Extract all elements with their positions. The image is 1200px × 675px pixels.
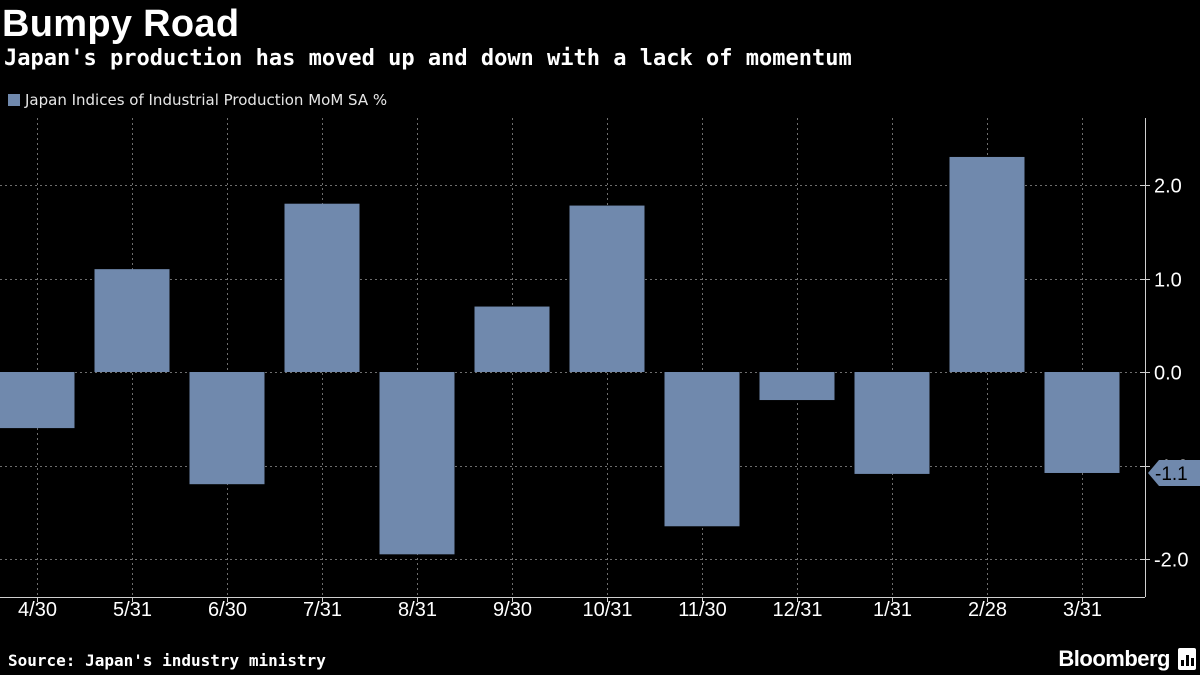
brand-logo: Bloomberg — [1058, 646, 1170, 671]
bar-7-31 — [284, 203, 360, 372]
chart-subtitle: Japan's production has moved up and down… — [4, 46, 852, 71]
x-tick-label: 6/30 — [208, 599, 247, 621]
bar-9-30 — [474, 306, 550, 372]
y-tick-label: 0.0 — [1154, 363, 1182, 385]
x-tick-label: 3/31 — [1063, 599, 1102, 621]
source-note: Source: Japan's industry ministry — [8, 651, 326, 670]
bar-5-31 — [94, 269, 170, 372]
x-tick-label: 5/31 — [113, 599, 152, 621]
bloomberg-chart-icon — [1178, 648, 1196, 670]
legend-swatch — [8, 94, 20, 106]
bar-10-31 — [569, 205, 645, 372]
x-tick-label: 12/31 — [772, 599, 822, 621]
x-tick-label: 7/31 — [303, 599, 342, 621]
x-tick-label: 2/28 — [968, 599, 1007, 621]
legend-label: Japan Indices of Industrial Production M… — [25, 91, 388, 109]
bar-12-31 — [759, 372, 835, 401]
chart-title: Bumpy Road — [2, 3, 240, 45]
x-tick-label: 1/31 — [873, 599, 912, 621]
bar-2-28 — [949, 156, 1025, 372]
y-tick-label: 2.0 — [1154, 176, 1182, 198]
x-tick-label: 8/31 — [398, 599, 437, 621]
bar-6-30 — [189, 372, 265, 485]
bar-11-30 — [664, 372, 740, 527]
bar-3-31 — [1044, 372, 1120, 473]
last-value-tag — [1148, 459, 1200, 486]
bar-1-31 — [854, 372, 930, 474]
x-tick-label: 4/30 — [18, 599, 57, 621]
last-value-label: -1.1 — [1155, 464, 1188, 485]
x-tick-label: 9/30 — [493, 599, 532, 621]
x-tick-label: 11/30 — [678, 599, 727, 621]
x-tick-label: 10/31 — [582, 599, 632, 621]
bar-8-31 — [379, 372, 455, 555]
y-tick-label: 1.0 — [1154, 270, 1182, 292]
bar-4-30 — [0, 372, 75, 429]
legend: Japan Indices of Industrial Production M… — [8, 89, 387, 111]
y-tick-label: -2.0 — [1154, 550, 1188, 572]
